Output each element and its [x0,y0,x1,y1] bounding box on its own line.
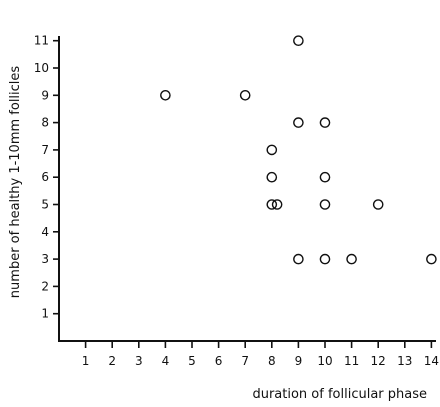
y-tick-label: 5 [41,198,49,212]
data-point [319,117,331,128]
x-axis-title: duration of follicular phase [252,387,427,402]
x-tick-label: 1 [82,354,90,368]
y-tick-label: 11 [34,34,49,48]
x-axis-ticks: 1 2 3 4 5 6 7 8 9 10 11 12 13 14 [82,341,439,368]
x-tick-label: 3 [135,354,143,368]
data-point [319,253,331,265]
data-point [266,144,278,156]
y-tick-label: 1 [41,307,49,321]
y-tick-label: 10 [34,61,49,75]
data-point [372,199,384,210]
y-tick-label: 6 [41,170,49,184]
data-point [266,171,278,183]
x-tick-label: 8 [268,354,276,368]
data-point [293,117,304,128]
y-axis-title: number of healthy 1-10mm follicles [8,66,23,299]
y-tick-label: 7 [41,143,49,157]
data-point [160,90,171,101]
data-point [346,253,357,265]
y-tick-label: 4 [41,225,49,239]
data-point [319,199,331,210]
y-tick-label: 9 [41,88,49,102]
x-tick-label: 2 [108,354,116,368]
data-point [426,253,437,265]
data-points [160,35,437,265]
y-tick-label: 8 [41,116,49,130]
x-tick-label: 6 [215,354,223,368]
x-tick-label: 5 [188,354,196,368]
data-point [271,199,283,210]
data-point [293,35,304,47]
x-tick-label: 11 [344,354,359,368]
data-point [239,90,251,101]
data-point [293,253,304,265]
x-tick-label: 10 [317,354,332,368]
y-axis-ticks: 1 2 3 4 5 6 7 8 9 10 11 [34,34,59,321]
data-point [266,199,278,210]
y-tick-label: 2 [41,279,49,293]
x-tick-label: 13 [397,354,412,368]
x-tick-label: 14 [424,354,439,368]
y-tick-label: 3 [41,252,49,266]
x-tick-label: 9 [295,354,303,368]
x-tick-label: 12 [371,354,386,368]
x-tick-label: 7 [241,354,249,368]
x-tick-label: 4 [162,354,170,368]
data-point [319,171,331,183]
